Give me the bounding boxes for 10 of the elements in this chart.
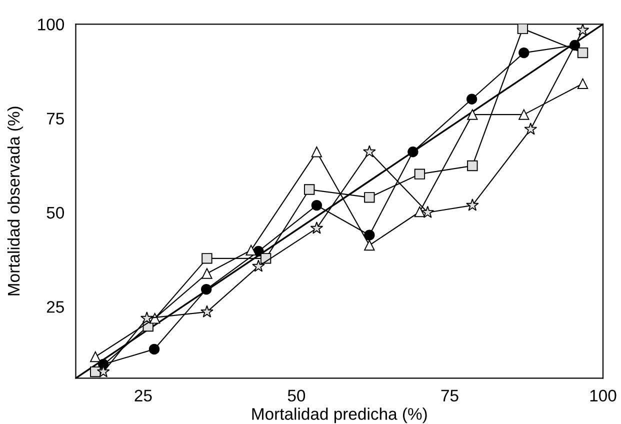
y-tick-label: 25 [46,301,64,313]
x-tick-label: 50 [288,390,306,402]
x-tick-label: 100 [590,390,616,402]
x-tick-label: 25 [134,390,152,402]
y-tick-label: 75 [46,112,64,125]
x-tick-label: 75 [441,390,458,402]
y-tick-label: 100 [38,18,64,30]
y-tick-label: 50 [46,206,64,219]
y-axis-title: Mortalidad observada (%) [7,106,23,296]
x-axis-title: Mortalidad predicha (%) [252,408,427,424]
